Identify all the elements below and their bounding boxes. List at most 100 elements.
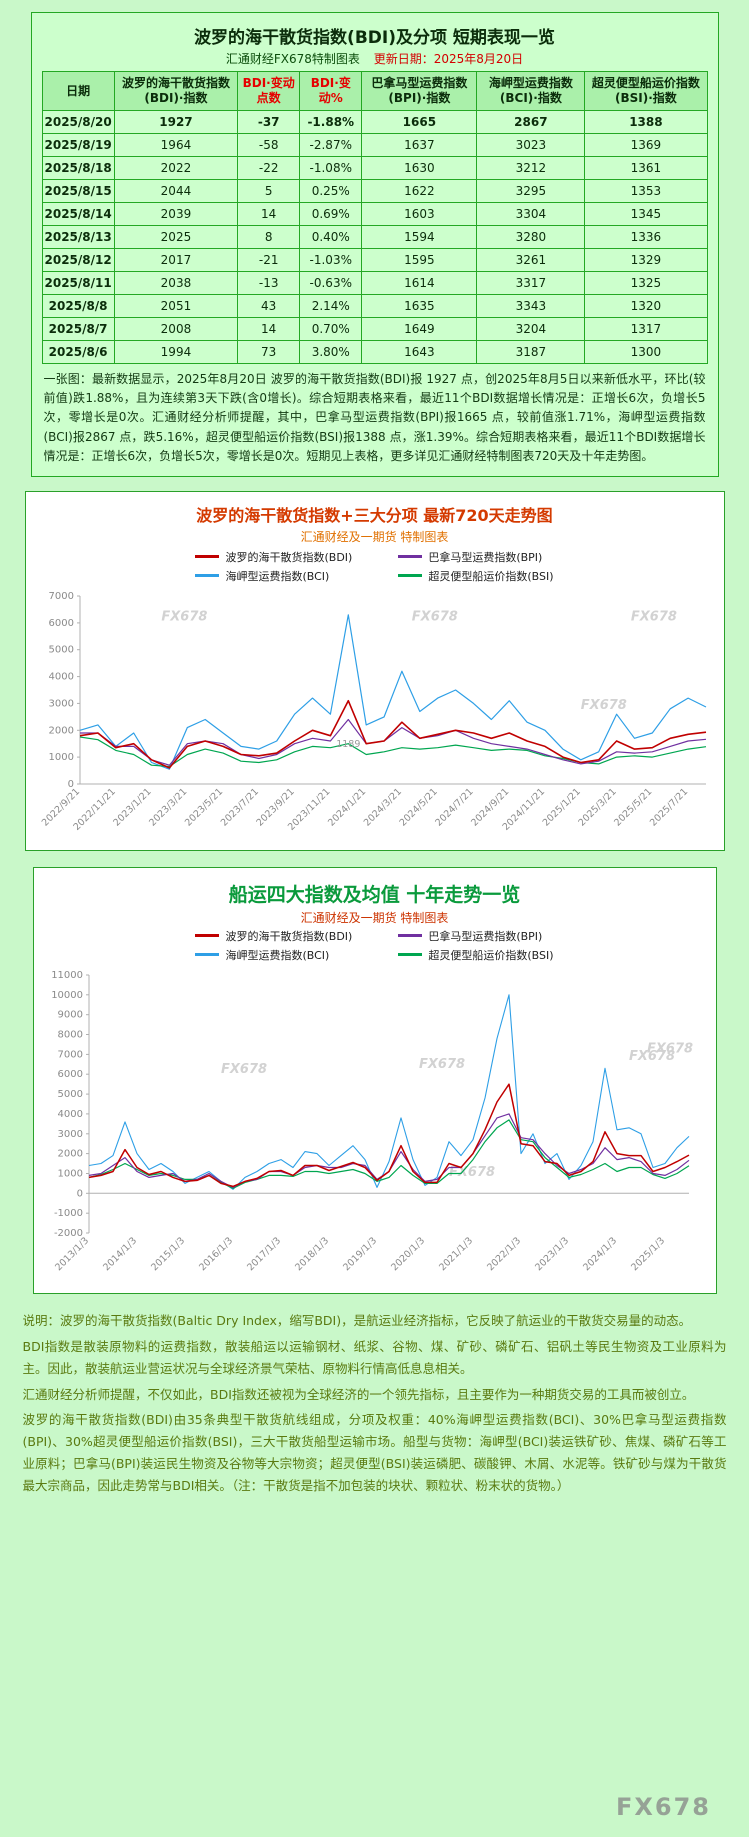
value-cell: 1594 (361, 225, 478, 249)
value-cell: -22 (237, 156, 301, 180)
svg-text:-2000: -2000 (53, 1228, 82, 1239)
series-line (88, 1119, 689, 1189)
value-cell: 3295 (476, 179, 586, 203)
svg-text:0: 0 (67, 779, 73, 790)
value-cell: 1345 (584, 202, 708, 226)
value-cell: 3204 (476, 317, 586, 341)
legend-label: 超灵便型船运价指数(BSI) (428, 569, 554, 583)
chart-10y-title: 船运四大指数及均值 十年走势一览 (228, 883, 521, 906)
value-cell: 1637 (361, 133, 478, 157)
svg-text:6000: 6000 (48, 618, 73, 629)
svg-text:6000: 6000 (57, 1069, 82, 1080)
value-cell: 1300 (584, 340, 708, 364)
svg-text:FX678: FX678 (221, 1062, 267, 1077)
value-cell: 1964 (113, 133, 239, 157)
legend-line-swatch (398, 934, 423, 938)
table-row: 2025/8/18 2022 -22 -1.08% 1630 3212 1361 (41, 156, 708, 180)
value-cell: 2.14% (299, 294, 363, 318)
legend-label: 巴拿马型运费指数(BPI) (428, 550, 543, 564)
svg-text:4000: 4000 (48, 672, 73, 683)
bdi-table: 日期 波罗的海干散货指数(BDI)·指数 BDI·变动点数 BDI·变动% 巴拿马型运费… (41, 71, 708, 364)
svg-text:7000: 7000 (57, 1049, 82, 1060)
value-cell: 1317 (584, 317, 708, 341)
svg-text:2025/1/3: 2025/1/3 (629, 1235, 667, 1273)
value-cell: 3212 (476, 156, 586, 180)
value-cell: 1329 (584, 248, 708, 272)
svg-text:-1000: -1000 (53, 1208, 82, 1219)
value-cell: -1.03% (299, 248, 363, 272)
date-cell: 2025/8/15 (41, 179, 115, 203)
svg-text:2013/1/3: 2013/1/3 (53, 1235, 91, 1273)
series-line (88, 1113, 689, 1188)
value-cell: -58 (237, 133, 301, 157)
value-cell: 1994 (113, 340, 239, 364)
bdi-short-term-card: 波罗的海干散货指数(BDI)及分项 短期表现一览 汇通财经FX678特制图表 更… (30, 12, 719, 477)
value-cell: -37 (237, 110, 301, 134)
table-row: 2025/8/6 1994 73 3.80% 1643 3187 1300 (41, 340, 708, 364)
svg-text:FX678: FX678 (630, 609, 676, 624)
value-cell: -21 (237, 248, 301, 272)
value-cell: 1361 (584, 156, 708, 180)
svg-text:2015/1/3: 2015/1/3 (149, 1235, 187, 1273)
chart-720-plot: 0 1000 2000 3000 4000 5000 6000 7000 FX678 FX678 F… (39, 591, 706, 833)
value-cell: 1643 (361, 340, 478, 364)
svg-text:3000: 3000 (57, 1129, 82, 1140)
legend-item: 波罗的海干散货指数(BDI) (195, 549, 352, 565)
value-cell: 3343 (476, 294, 586, 318)
value-cell: 0.25% (299, 179, 363, 203)
legend-item: 巴拿马型运费指数(BPI) (398, 549, 553, 565)
date-cell: 2025/8/6 (41, 340, 115, 364)
svg-text:10000: 10000 (51, 990, 83, 1001)
value-cell: 1325 (584, 271, 708, 295)
svg-text:1000: 1000 (48, 752, 73, 763)
svg-text:2022/1/3: 2022/1/3 (485, 1235, 523, 1273)
value-cell: 0.69% (299, 202, 363, 226)
legend-line-swatch (195, 953, 220, 957)
legend-line-swatch (195, 574, 220, 578)
value-cell: 43 (237, 294, 301, 318)
series-line (79, 736, 706, 768)
table-row: 2025/8/8 2051 43 2.14% 1635 3343 1320 (41, 294, 708, 318)
value-cell: -0.63% (299, 271, 363, 295)
value-cell: 3261 (476, 248, 586, 272)
value-cell: -2.87% (299, 133, 363, 157)
value-cell: 73 (237, 340, 301, 364)
value-cell: 0.70% (299, 317, 363, 341)
table-note: 一张图：最新数据显示，2025年8月20日 波罗的海干散货指数(BDI)报 19… (43, 372, 706, 463)
legend-item: 海岬型运费指数(BCI) (195, 947, 352, 963)
description-paragraph: 说明：波罗的海干散货指数(Baltic Dry Index，缩写BDI)，是航运… (22, 1312, 692, 1328)
value-cell: 1649 (361, 317, 478, 341)
value-cell: 2022 (113, 156, 239, 180)
svg-text:FX678: FX678 (449, 1165, 495, 1180)
series-line (79, 699, 706, 769)
update-date: 更新日期：2025年8月20日 (373, 52, 524, 66)
svg-text:3000: 3000 (48, 698, 73, 709)
value-cell: 1353 (584, 179, 708, 203)
svg-text:FX678: FX678 (647, 1041, 693, 1056)
column-header: 海岬型运费指数(BCI)·指数 (476, 71, 586, 111)
value-cell: -1.88% (299, 110, 363, 134)
svg-text:5000: 5000 (48, 645, 73, 656)
legend-label: 巴拿马型运费指数(BPI) (428, 929, 543, 943)
chart-720-card: 波罗的海干散货指数+三大分项 最新720天走势图 汇通财经及一期货 特制图表 波… (24, 490, 725, 851)
chart-10y-legend: 波罗的海干散货指数(BDI) 巴拿马型运费指数(BPI) 海岬型运费指数(BCI) 超… (38, 928, 712, 963)
table-source: 汇通财经FX678特制图表 (225, 52, 360, 66)
svg-text:FX678: FX678 (580, 698, 626, 713)
legend-item: 超灵便型船运价指数(BSI) (398, 568, 554, 584)
value-cell: 1320 (584, 294, 708, 318)
legend-label: 波罗的海干散货指数(BDI) (225, 929, 353, 943)
value-cell: 2008 (113, 317, 239, 341)
date-cell: 2025/8/11 (41, 271, 115, 295)
legend-line-swatch (398, 953, 423, 957)
value-cell: 3023 (476, 133, 586, 157)
table-header-row: 日期 波罗的海干散货指数(BDI)·指数 BDI·变动点数 BDI·变动% 巴拿马型运费… (41, 71, 708, 111)
value-cell: 1622 (361, 179, 478, 203)
svg-text:7000: 7000 (48, 591, 73, 602)
svg-text:FX678: FX678 (161, 609, 207, 624)
date-cell: 2025/8/12 (41, 248, 115, 272)
column-header: 巴拿马型运费指数(BPI)·指数 (361, 71, 478, 111)
chart-10y-plot: -2000 -1000 0 1000 2000 3000 4000 5000 6000 7000 8… (51, 970, 693, 1273)
value-cell: 3317 (476, 271, 586, 295)
value-cell: -1.08% (299, 156, 363, 180)
value-cell: 2044 (113, 179, 239, 203)
